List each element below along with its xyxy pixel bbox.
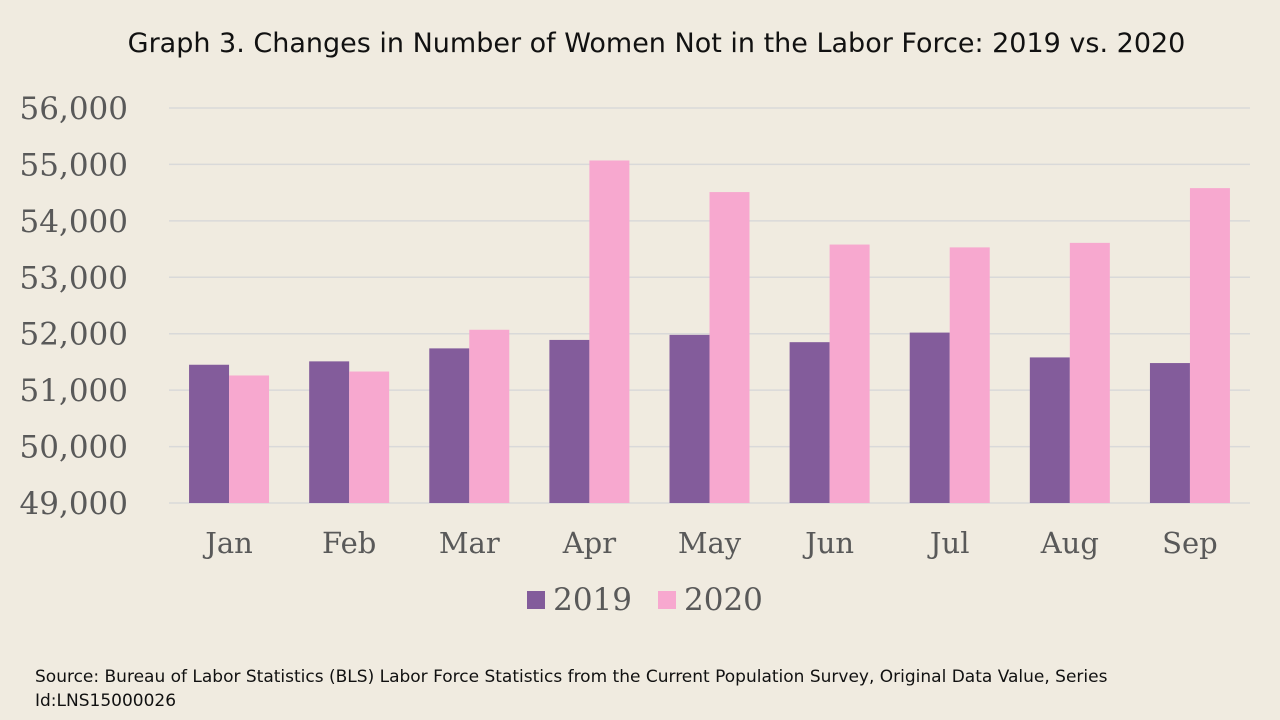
x-tick-label-apr: Apr <box>562 526 617 560</box>
legend-label-2020: 2020 <box>684 582 763 618</box>
bar-2019-mar <box>429 348 470 503</box>
x-tick-label-jul: Jul <box>927 526 970 560</box>
legend: 2019 2020 <box>0 582 1280 618</box>
bar-2020-jul <box>949 247 990 503</box>
bar-2019-sep <box>1149 363 1190 503</box>
x-tick-label-may: May <box>678 526 742 560</box>
bar-2019-aug <box>1029 357 1070 503</box>
y-tick-label-56000: 56,000 <box>20 91 128 127</box>
bar-2019-feb <box>309 361 350 503</box>
legend-item-2019: 2019 <box>527 582 632 618</box>
bar-2020-may <box>709 192 750 504</box>
legend-label-2019: 2019 <box>553 582 632 618</box>
x-tick-label-feb: Feb <box>322 526 376 560</box>
y-tick-label-49000: 49,000 <box>20 486 128 522</box>
y-tick-label-50000: 50,000 <box>20 430 128 466</box>
bar-2019-may <box>669 334 710 503</box>
y-tick-label-53000: 53,000 <box>20 260 128 296</box>
source-note: Source: Bureau of Labor Statistics (BLS)… <box>35 667 1108 711</box>
y-tick-label-55000: 55,000 <box>20 147 128 183</box>
legend-swatch-2020 <box>658 591 676 609</box>
x-tick-label-mar: Mar <box>439 526 500 560</box>
y-tick-label-51000: 51,000 <box>20 373 128 409</box>
bar-2020-mar <box>469 329 510 503</box>
x-tick-label-jun: Jun <box>802 526 854 560</box>
y-tick-label-52000: 52,000 <box>20 317 128 353</box>
legend-swatch-2019 <box>527 591 546 609</box>
bar-2019-jan <box>189 364 230 503</box>
bar-2020-jan <box>229 375 270 503</box>
x-tick-label-aug: Aug <box>1040 526 1099 560</box>
bar-2020-sep <box>1189 188 1230 503</box>
legend-item-2020: 2020 <box>658 582 763 618</box>
x-tick-label-jan: Jan <box>202 526 253 560</box>
y-tick-label-54000: 54,000 <box>20 204 128 240</box>
x-tick-label-sep: Sep <box>1162 526 1218 560</box>
chart-title: Graph 3. Changes in Number of Women Not … <box>127 28 1186 59</box>
bar-2020-feb <box>349 371 390 503</box>
bar-2019-apr <box>549 339 590 503</box>
bar-2019-jun <box>789 342 830 503</box>
bar-2020-aug <box>1069 242 1110 503</box>
bar-2020-apr <box>589 160 630 503</box>
bar-2019-jul <box>909 332 950 503</box>
bar-2020-jun <box>829 244 870 504</box>
